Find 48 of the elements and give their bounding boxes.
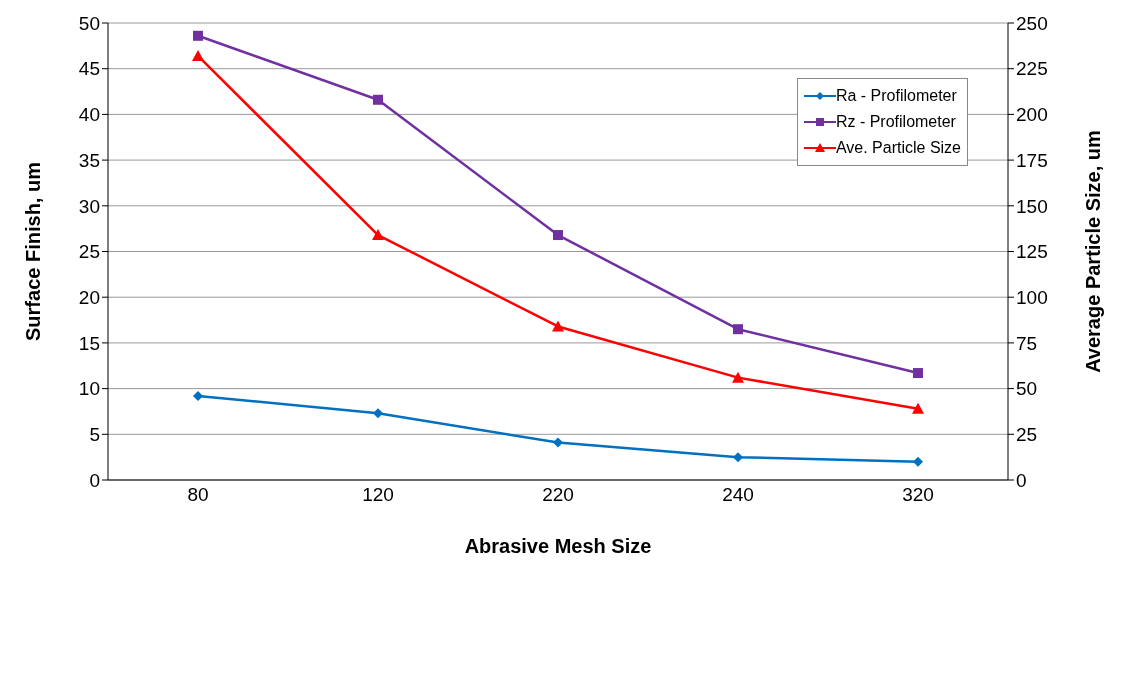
y-tick-label: 20 xyxy=(78,286,100,308)
x-tick-label: 240 xyxy=(722,484,754,506)
point xyxy=(193,30,203,41)
y-axis-title: Surface Finish, um xyxy=(22,162,45,341)
y2-tick-label: 25 xyxy=(1016,424,1038,446)
point xyxy=(733,452,743,463)
legend-label: Ra - Profilometer xyxy=(835,87,957,105)
point xyxy=(913,456,923,467)
x-tick-label: 320 xyxy=(902,484,934,506)
y-tick-label: 50 xyxy=(78,12,100,34)
point xyxy=(193,390,203,401)
y2-tick-label: 200 xyxy=(1016,104,1048,126)
point xyxy=(732,371,744,383)
y2-tick-label: 0 xyxy=(1016,469,1027,491)
y2-tick-label: 75 xyxy=(1016,332,1038,354)
y-tick-label: 30 xyxy=(78,195,100,217)
legend-label: Rz - Profilometer xyxy=(835,113,956,131)
y-tick-label: 5 xyxy=(89,424,100,446)
point xyxy=(553,437,563,448)
y2-tick-label: 125 xyxy=(1016,241,1048,263)
x-tick-label: 220 xyxy=(542,484,574,506)
legend-label: Ave. Particle Size xyxy=(835,139,961,157)
x-tick-label: 80 xyxy=(187,484,209,506)
y2-tick-label: 225 xyxy=(1016,58,1048,80)
point xyxy=(372,229,384,241)
y-tick-label: 0 xyxy=(89,469,100,491)
x-tick-label: 120 xyxy=(362,484,394,506)
y-tick-label: 35 xyxy=(78,149,100,171)
y2-tick-label: 250 xyxy=(1016,12,1048,34)
point xyxy=(552,320,564,332)
y-tick-label: 25 xyxy=(78,241,100,263)
point xyxy=(553,230,563,241)
point xyxy=(192,49,204,61)
y2-tick-label: 100 xyxy=(1016,286,1048,308)
y2-tick-label: 50 xyxy=(1016,378,1038,400)
y-tick-label: 15 xyxy=(78,332,100,354)
y2-tick-label: 150 xyxy=(1016,195,1048,217)
y-tick-label: 40 xyxy=(78,104,100,126)
y-tick-label: 45 xyxy=(78,58,100,80)
y-tick-label: 10 xyxy=(78,378,100,400)
point xyxy=(373,94,383,105)
point xyxy=(373,408,383,419)
point xyxy=(913,368,923,379)
point xyxy=(733,324,743,335)
x-axis-title: Abrasive Mesh Size xyxy=(464,535,652,557)
y2-axis-title: Average Particle Size, um xyxy=(1082,130,1105,373)
y2-tick-label: 175 xyxy=(1016,149,1048,171)
point xyxy=(912,402,924,414)
